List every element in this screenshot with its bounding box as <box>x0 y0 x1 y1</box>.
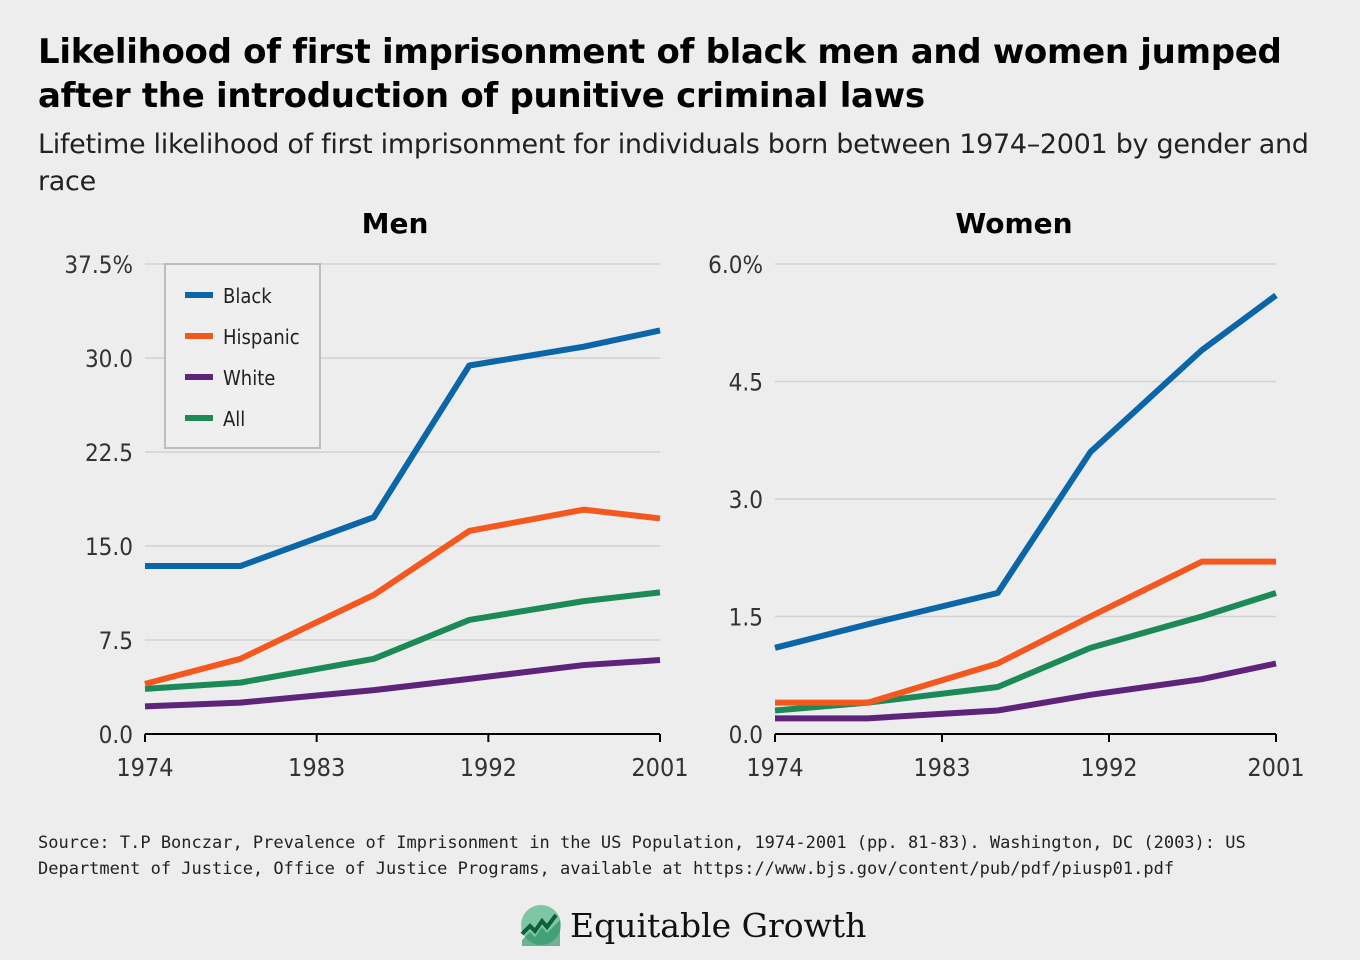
women-y-tick-label: 0.0 <box>729 721 763 749</box>
women-series-line-white <box>775 660 1277 722</box>
women-panel-title: Women <box>955 207 1072 240</box>
men-y-tick-label: 37.5% <box>64 251 133 279</box>
women-y-tick-label: 3.0 <box>729 486 763 514</box>
men-y-tick-label: 7.5 <box>99 627 133 655</box>
men-x-tick-label: 2001 <box>631 753 688 782</box>
source-note: Source: T.P Bonczar, Prevalence of Impri… <box>38 833 1246 879</box>
women-x-tick-label: 2001 <box>1247 753 1304 782</box>
women-y-tick-label: 4.5 <box>729 369 763 397</box>
chart-title: Likelihood of first imprisonment of blac… <box>38 32 1282 116</box>
men-series-line-white <box>144 657 661 710</box>
men-y-tick-label: 15.0 <box>85 533 133 561</box>
men-y-tick-label: 0.0 <box>99 721 133 749</box>
legend-label-white: White <box>223 366 275 390</box>
legend-label-hispanic: Hispanic <box>223 325 300 349</box>
women-y-tick-label: 1.5 <box>729 604 763 632</box>
women-series-line-hispanic <box>775 558 1276 706</box>
women-x-tick-label: 1992 <box>1080 753 1137 782</box>
logo-text: Equitable Growth <box>570 905 867 945</box>
women-series-line-black <box>774 292 1278 651</box>
equitable-growth-logo-icon <box>520 905 561 946</box>
women-x-tick-label: 1983 <box>913 753 970 782</box>
legend-label-all: All <box>223 407 245 431</box>
men-x-tick-label: 1983 <box>288 753 345 782</box>
chart-subtitle: Lifetime likelihood of first imprisonmen… <box>38 129 1309 197</box>
legend-label-black: Black <box>223 284 272 308</box>
men-y-tick-label: 22.5 <box>85 439 133 467</box>
men-series-line-all <box>144 589 661 692</box>
women-x-tick-label: 1974 <box>746 753 803 782</box>
men-x-tick-label: 1974 <box>116 753 173 782</box>
men-x-tick-label: 1992 <box>460 753 517 782</box>
logo: Equitable Growth <box>520 900 866 950</box>
women-y-tick-label: 6.0% <box>708 251 763 279</box>
men-y-tick-label: 30.0 <box>85 345 133 373</box>
men-panel-title: Men <box>362 207 429 240</box>
men-series-line-hispanic <box>144 506 661 687</box>
men-series-line-black <box>145 327 661 570</box>
